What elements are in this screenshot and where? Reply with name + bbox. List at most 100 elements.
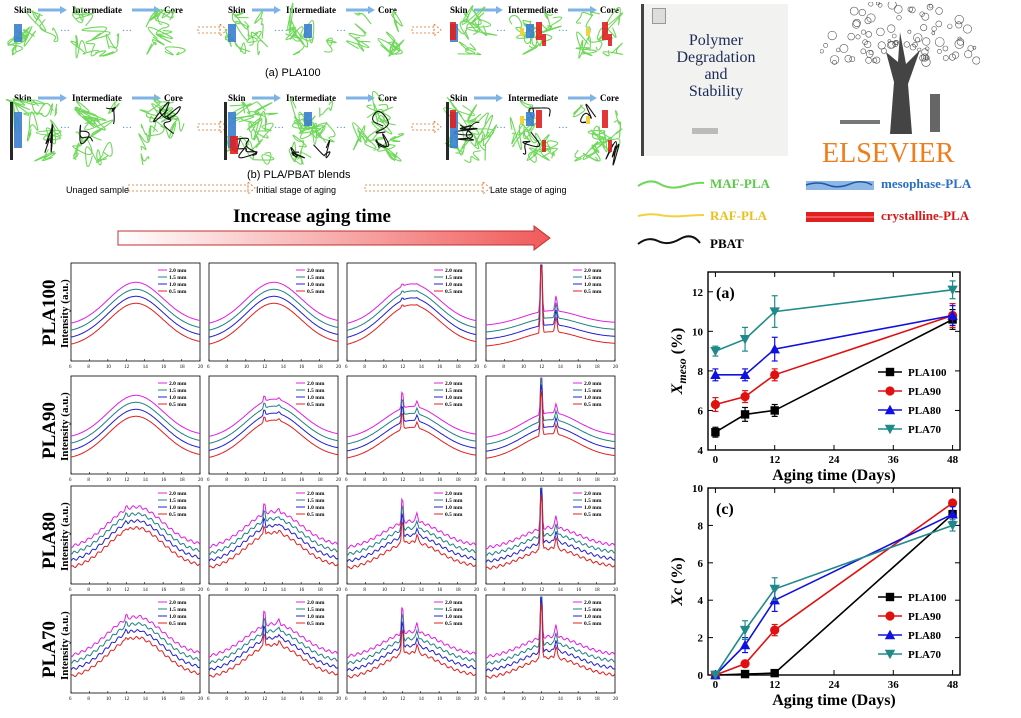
series-line-pla90 [715,502,954,676]
maf-chain [461,13,481,36]
waxd-legend-label: 0.5 mm [307,512,325,518]
waxd-legend-label: 1.5 mm [445,388,463,394]
maf-chain [70,40,100,57]
legend-marker [884,649,896,660]
tree-leaf [954,15,964,25]
maf-chain [73,142,80,161]
tree-leaf [972,56,980,65]
skin-wall [224,102,227,160]
waxd-legend-label: 2.0 mm [584,268,602,274]
waxd-xtick-label: 20 [613,697,619,702]
waxd-legend-label: 1.5 mm [169,498,187,504]
waxd-xtick-label: 8 [363,588,366,593]
maf-chain [389,41,403,55]
stage-label: Skin [228,5,246,15]
maf-chain [39,18,59,43]
waxd-legend-label: 0.5 mm [584,402,602,408]
waxd-curve [208,503,339,549]
waxd-ylabel: Intensity (a.u.) [59,611,71,680]
waxd-curve [208,395,339,437]
waxd-xtick-label: 12 [124,365,129,370]
waxd-xtick-label: 18 [595,365,601,370]
maf-chain [95,45,118,57]
waxd-xtick-label: 8 [502,365,505,370]
pbat-chain [230,137,258,156]
tree-leaf [827,30,837,41]
waxd-legend-label: 1.0 mm [584,395,602,401]
waxd-xtick-label: 8 [502,588,505,593]
waxd-curve [485,264,616,326]
mesophase-block [14,24,22,42]
tree-leaf [931,31,936,35]
raf-segment [586,116,590,124]
crystal-block [608,140,612,152]
waxd-xtick-label: 14 [419,588,425,593]
continuation-dots: ··· [274,123,284,134]
y-axis-label: Xmeso (%) [669,328,689,396]
mesophase-block [450,112,458,148]
waxd-curve [485,603,616,679]
waxd-xtick-label: 20 [613,588,619,593]
waxd-curve [485,487,616,550]
waxd-xtick-label: 6 [484,697,487,702]
waxd-panel [485,262,616,362]
journal-title: Polymer Degradation and Stability [676,32,756,100]
maf-chain [582,144,601,162]
maf-chain [463,104,482,132]
maf-chain [613,110,622,139]
stage-arrow-head [590,94,597,102]
waxd-legend-label: 0.5 mm [307,289,325,295]
stage-label: Intermediate [508,93,558,103]
tree-leaf [907,6,914,13]
waxd-legend-label: 2.0 mm [584,381,602,387]
waxd-curve [208,295,339,338]
maf-chain [545,147,555,159]
y-tick-label: 6 [698,558,704,570]
waxd-xtick-label: 8 [363,478,366,483]
waxd-xtick-label: 14 [143,478,149,483]
stage-arrow-head [154,94,161,102]
tree-leaf [919,54,927,62]
stage-label: Skin [450,5,468,15]
waxd-xtick-label: 12 [400,697,406,702]
crystal-block [542,34,546,46]
waxd-curve [208,516,339,562]
tree-leaf [919,11,925,17]
continuation-dots: ··· [60,123,70,134]
skin-wall [446,102,449,160]
crystal-block [536,110,542,128]
pbat-chain [153,101,181,123]
waxd-curve [346,297,477,338]
tree-leaf [921,12,930,21]
waxd-legend-label: 0.5 mm [584,621,602,627]
mesophase-block [228,112,236,148]
plot-frame [707,487,961,676]
waxd-legend-label: 1.0 mm [445,614,463,620]
maf-chain [597,6,624,41]
maf-chain [309,122,318,145]
waxd-xtick-label: 10 [521,697,527,702]
waxd-xtick-label: 6 [207,588,210,593]
chart-xmeso: 0 12 24 36 48 4 6 8 10 12 (a) Aging time (Days) Xmes… [669,271,961,484]
waxd-xtick-label: 18 [318,588,324,593]
waxd-legend-label: 0.5 mm [169,402,187,408]
waxd-legend-label: 1.0 mm [307,395,325,401]
journal-badge [692,128,718,134]
waxd-panel [346,594,477,694]
maf-chain [466,18,498,37]
caption-pla100: (a) PLA100 [265,67,321,79]
legend-pbat-swatch [637,235,701,245]
waxd-xtick-label: 16 [437,697,443,702]
waxd-legend-label: 1.5 mm [307,388,325,394]
tree-leaf [865,49,874,58]
maf-chain [146,122,177,139]
skin-wall [10,102,13,160]
raf-segment [586,28,590,36]
waxd-xtick-label: 16 [299,697,305,702]
tree-leaf [942,55,949,61]
waxd-xtick-label: 10 [382,697,388,702]
waxd-curve [208,288,339,331]
maf-chain [575,47,598,57]
data-point-pla70 [769,584,780,595]
